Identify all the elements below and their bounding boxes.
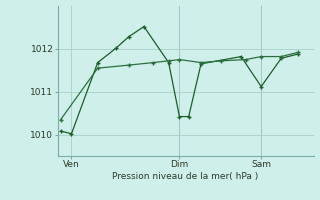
X-axis label: Pression niveau de la mer( hPa ): Pression niveau de la mer( hPa ) [112, 172, 259, 181]
